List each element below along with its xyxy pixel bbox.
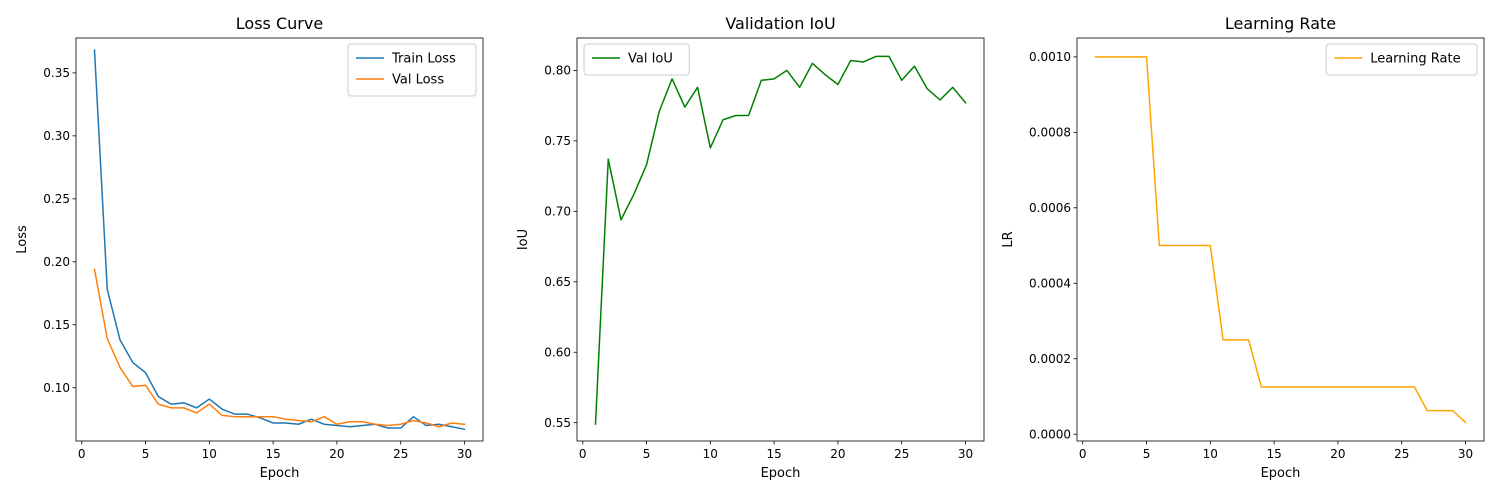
axes-frame — [75, 37, 484, 442]
axes-frame — [1076, 37, 1485, 442]
x-tick-label: 5 — [142, 447, 150, 461]
y-tick-label: 0.75 — [544, 134, 571, 148]
x-tick-label: 0 — [579, 447, 587, 461]
legend-label: Val Loss — [392, 73, 444, 88]
y-tick-label: 0.20 — [43, 255, 70, 269]
series-line-learning-rate — [1094, 56, 1467, 424]
x-tick-label: 25 — [1394, 447, 1409, 461]
legend-box — [583, 43, 690, 76]
x-tick-label: 0 — [78, 447, 86, 461]
chart-title: Validation IoU — [725, 14, 835, 33]
axes-frame — [576, 37, 985, 442]
x-tick-label: 20 — [329, 447, 344, 461]
legend-label: Learning Rate — [1370, 52, 1460, 67]
y-tick-label: 0.30 — [43, 129, 70, 143]
y-axis-label: Loss — [15, 225, 30, 254]
x-tick-label: 5 — [643, 447, 651, 461]
y-tick-label: 0.65 — [544, 275, 571, 289]
x-tick-label: 30 — [958, 447, 973, 461]
x-axis-label: Epoch — [260, 466, 300, 481]
x-tick-label: 0 — [1079, 447, 1087, 461]
x-tick-label: 20 — [830, 447, 845, 461]
y-tick-label: 0.0002 — [1029, 352, 1071, 366]
series-line-train-loss — [93, 49, 466, 431]
x-tick-label: 30 — [1458, 447, 1473, 461]
x-tick-label: 25 — [393, 447, 408, 461]
x-tick-label: 15 — [1266, 447, 1281, 461]
series-line-val-loss — [93, 268, 466, 428]
y-tick-label: 0.15 — [43, 318, 70, 332]
y-tick-label: 0.0008 — [1029, 126, 1071, 140]
legend-box — [347, 43, 477, 97]
x-tick-label: 20 — [1330, 447, 1345, 461]
x-tick-label: 30 — [457, 447, 472, 461]
legend-label: Train Loss — [391, 52, 456, 67]
y-tick-label: 0.60 — [544, 346, 571, 360]
legend: Val IoU — [583, 43, 690, 76]
y-tick-label: 0.55 — [544, 416, 571, 430]
chart-2: Validation IoU 0 5 10 15 20 25 30 0.55 0.60 0.65 0.… — [516, 14, 985, 481]
legend: Train Loss Val Loss — [347, 43, 477, 97]
legend: Learning Rate — [1325, 43, 1478, 76]
x-tick-label: 10 — [202, 447, 217, 461]
x-axis-label: Epoch — [1261, 466, 1301, 481]
y-axis-label: LR — [1001, 231, 1016, 247]
y-tick-label: 0.0010 — [1029, 50, 1071, 64]
series-line-val-iou — [594, 55, 967, 425]
chart-title: Learning Rate — [1225, 14, 1336, 33]
y-tick-label: 0.80 — [544, 64, 571, 78]
y-tick-label: 0.0004 — [1029, 277, 1071, 291]
x-tick-label: 25 — [894, 447, 909, 461]
y-tick-label: 0.25 — [43, 192, 70, 206]
x-tick-label: 5 — [1143, 447, 1151, 461]
legend-box — [1325, 43, 1478, 76]
y-tick-label: 0.0000 — [1029, 428, 1071, 442]
y-tick-label: 0.70 — [544, 205, 571, 219]
legend-label: Val IoU — [628, 52, 673, 67]
chart-1: Loss Curve 0 5 10 15 20 25 30 0.10 0.15 0.20 0.25 0.… — [15, 14, 484, 481]
x-tick-label: 15 — [766, 447, 781, 461]
chart-title: Loss Curve — [236, 14, 323, 33]
y-axis-label: IoU — [516, 229, 531, 250]
y-tick-label: 0.35 — [43, 66, 70, 80]
x-axis-label: Epoch — [761, 466, 801, 481]
y-tick-label: 0.0006 — [1029, 201, 1071, 215]
x-tick-label: 10 — [1203, 447, 1218, 461]
y-tick-label: 0.10 — [43, 381, 70, 395]
chart-3: Learning Rate 0 5 10 15 20 25 30 0.0000 0.0002 0.0… — [1001, 14, 1485, 481]
x-tick-label: 15 — [265, 447, 280, 461]
x-tick-label: 10 — [703, 447, 718, 461]
